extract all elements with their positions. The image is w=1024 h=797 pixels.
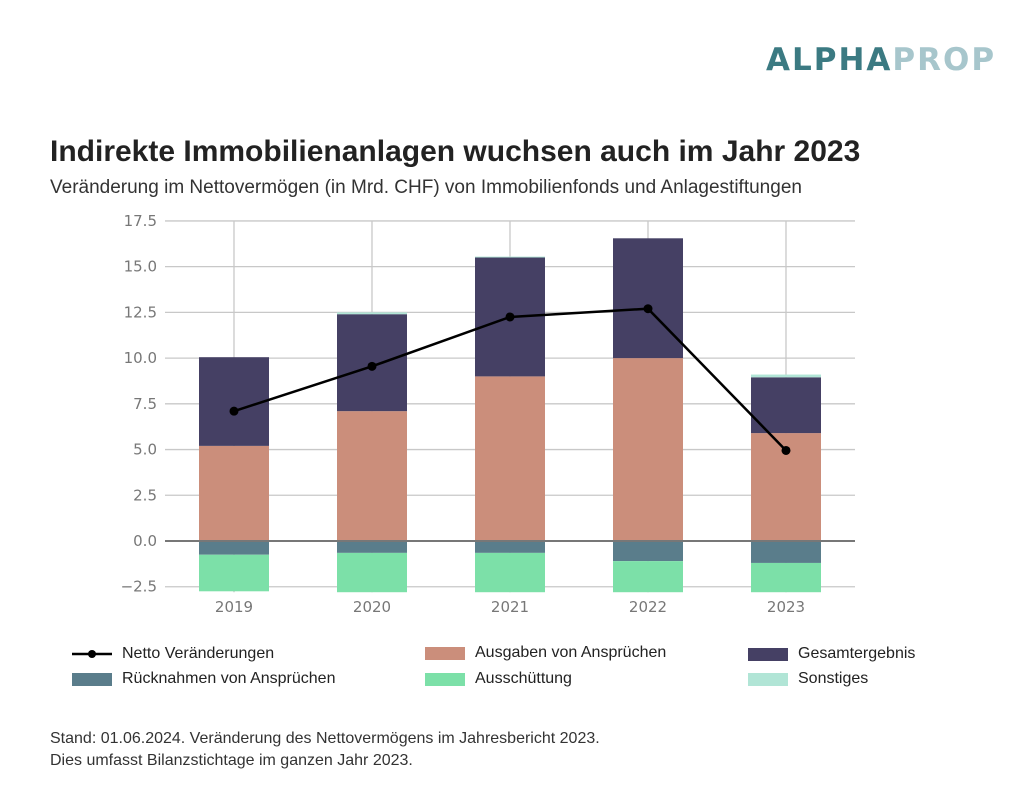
legend-label: Ausschüttung	[475, 670, 572, 687]
line-swatch	[72, 650, 112, 658]
bar-aussch-ttung-2019	[199, 554, 269, 592]
legend-ruecknahmen: Rücknahmen von Ansprüchen	[72, 670, 335, 688]
bar-aussch-ttung-2021	[475, 552, 545, 593]
bar-gesamtergebnis-2019	[199, 357, 269, 446]
footnote-line2: Dies umfasst Bilanzstichtage im ganzen J…	[50, 752, 413, 769]
netto-point-2023	[781, 445, 791, 455]
bar-ausgaben-von-anspr-chen-2022	[613, 358, 683, 541]
bar-gesamtergebnis-2023	[751, 377, 821, 434]
logo-part2: PROP	[892, 42, 997, 78]
legend-label: Ausgaben von Ansprüchen	[475, 644, 667, 661]
x-tick-label: 2019	[215, 598, 253, 616]
legend-gesamtergebnis: Gesamtergebnis	[748, 645, 915, 663]
chart-subtitle: Veränderung im Nettovermögen (in Mrd. CH…	[50, 177, 802, 198]
y-tick-label: 5.0	[133, 441, 157, 459]
swatch	[72, 672, 112, 686]
legend-label: Rücknahmen von Ansprüchen	[122, 670, 336, 687]
bar-r-cknahmen-von-anspr-chen-2022	[613, 541, 683, 562]
chart-title: Indirekte Immobilienanlagen wuchsen auch…	[50, 135, 861, 168]
bar-r-cknahmen-von-anspr-chen-2023	[751, 541, 821, 563]
x-tick-label: 2022	[629, 598, 667, 616]
bar-aussch-ttung-2022	[613, 561, 683, 593]
legend-ausschuettung: Ausschüttung	[425, 670, 572, 688]
bar-sonstiges-2021	[475, 256, 545, 258]
legend-ausgaben: Ausgaben von Ansprüchen	[425, 644, 666, 662]
bar-r-cknahmen-von-anspr-chen-2021	[475, 541, 545, 553]
swatch	[425, 672, 465, 686]
netto-point-2022	[643, 304, 653, 314]
x-tick-label: 2021	[491, 598, 529, 616]
netto-point-2020	[367, 361, 377, 371]
y-tick-label: 17.5	[124, 212, 157, 230]
bar-ausgaben-von-anspr-chen-2020	[337, 411, 407, 541]
bar-r-cknahmen-von-anspr-chen-2020	[337, 541, 407, 553]
y-tick-label: 7.5	[133, 395, 157, 413]
legend-label: Gesamtergebnis	[798, 645, 916, 662]
x-tick-label: 2020	[353, 598, 391, 616]
netto-point-2021	[505, 312, 515, 322]
legend-label: Sonstiges	[798, 670, 869, 687]
y-tick-label: −2.5	[121, 578, 157, 596]
legend-label: Netto Veränderungen	[122, 645, 275, 662]
y-tick-label: 2.5	[133, 486, 157, 504]
y-tick-label: 15.0	[124, 258, 157, 276]
swatch	[425, 646, 465, 660]
y-tick-label: 10.0	[124, 349, 157, 367]
bar-ausgaben-von-anspr-chen-2021	[475, 376, 545, 541]
bar-aussch-ttung-2023	[751, 562, 821, 593]
bar-sonstiges-2020	[337, 312, 407, 315]
bar-aussch-ttung-2020	[337, 552, 407, 593]
footnote-line1: Stand: 01.06.2024. Veränderung des Netto…	[50, 730, 600, 747]
swatch	[748, 672, 788, 686]
alphaprop-logo: ALPHAPROP	[766, 42, 996, 78]
bar-sonstiges-2023	[751, 374, 821, 378]
bar-r-cknahmen-von-anspr-chen-2019	[199, 541, 269, 555]
bar-gesamtergebnis-2022	[613, 238, 683, 359]
legend-sonstiges: Sonstiges	[748, 670, 868, 688]
swatch	[748, 647, 788, 661]
y-tick-label: 12.5	[124, 303, 157, 321]
footnote: Stand: 01.06.2024. Veränderung des Netto…	[50, 728, 600, 772]
bar-ausgaben-von-anspr-chen-2019	[199, 445, 269, 541]
logo-part1: ALPHA	[766, 42, 893, 78]
x-tick-label: 2023	[767, 598, 805, 616]
y-tick-label: 0.0	[133, 532, 157, 550]
netto-point-2019	[229, 406, 239, 416]
legend-netto: Netto Veränderungen	[72, 645, 274, 663]
